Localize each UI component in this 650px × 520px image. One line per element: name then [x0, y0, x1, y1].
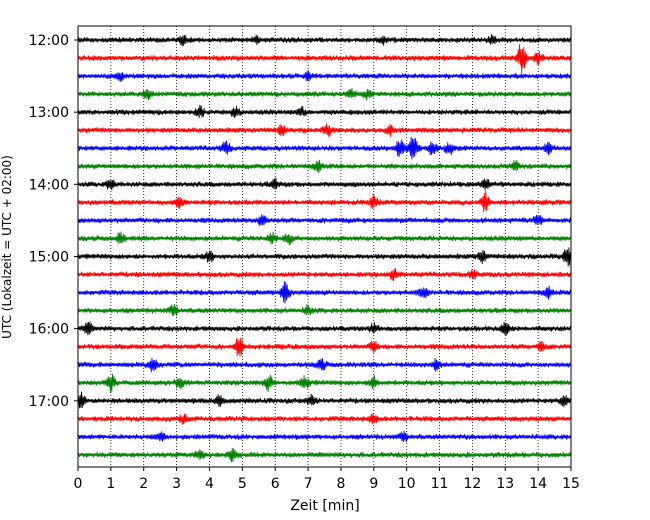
- trace-row: [77, 430, 572, 443]
- trace-rows: [77, 34, 572, 463]
- trace-row: [77, 337, 572, 357]
- trace-row: [77, 303, 572, 317]
- axes: 0 1 2 3 4 5 6 7 8 9 10 11 12 13 14 1512:0013:0014:0015:…: [29, 25, 580, 492]
- x-tick-label: 12: [463, 476, 481, 492]
- y-tick-label: 13:00: [29, 105, 69, 121]
- trace-row: [77, 34, 572, 47]
- y-tick-label: 15:00: [29, 249, 69, 265]
- trace-row: [77, 213, 572, 226]
- trace-row: [77, 413, 572, 425]
- trace-row: [77, 43, 572, 74]
- x-axis-label: Zeit [min]: [290, 498, 359, 514]
- trace-row: [77, 447, 572, 463]
- x-tick-label: 5: [238, 476, 247, 492]
- x-tick-label: 7: [304, 476, 313, 492]
- x-tick-label: 3: [172, 476, 181, 492]
- plot-frame: [77, 25, 572, 468]
- x-tick-label: 8: [336, 476, 345, 492]
- x-tick-label: 1: [106, 476, 115, 492]
- trace-row: [77, 87, 572, 101]
- x-tick-label: 10: [398, 476, 416, 492]
- y-tick-label: 17:00: [29, 394, 69, 410]
- trace-row: [77, 231, 572, 246]
- y-tick-label: 16:00: [29, 322, 69, 338]
- x-tick-label: 4: [205, 476, 214, 492]
- x-tick-label: 15: [562, 476, 580, 492]
- trace-row: [77, 357, 572, 373]
- trace-row: [77, 267, 572, 282]
- x-tick-label: 2: [139, 476, 148, 492]
- trace-row: [77, 159, 572, 174]
- x-tick-label: 11: [431, 476, 449, 492]
- x-tick-label: 13: [496, 476, 514, 492]
- trace-row: [77, 177, 572, 191]
- trace-row: [77, 104, 572, 119]
- x-tick-label: 0: [74, 476, 83, 492]
- y-axis-label: UTC (Lokalzeit = UTC + 02:00): [0, 155, 14, 339]
- y-tick-label: 14:00: [29, 177, 69, 193]
- trace-row: [77, 123, 572, 137]
- trace-row: [77, 190, 572, 213]
- x-tick-label: 14: [529, 476, 547, 492]
- trace-row: [77, 321, 572, 336]
- y-tick-label: 12:00: [29, 33, 69, 49]
- x-tick-label: 9: [369, 476, 378, 492]
- trace-row: [77, 373, 572, 394]
- x-tick-label: 6: [271, 476, 280, 492]
- trace-row: [77, 70, 572, 82]
- trace-row: [77, 280, 572, 304]
- trace-row: [77, 391, 572, 409]
- trace-row: [77, 247, 572, 267]
- trace-row: [77, 136, 572, 160]
